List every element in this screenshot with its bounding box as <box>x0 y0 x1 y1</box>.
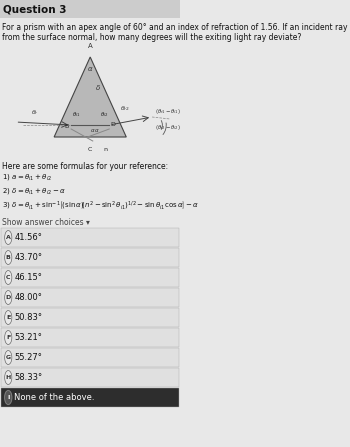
Text: None of the above.: None of the above. <box>14 393 95 402</box>
Circle shape <box>5 330 12 345</box>
Text: B: B <box>64 125 69 130</box>
Text: $\alpha$: $\alpha$ <box>94 127 100 134</box>
Text: $\theta_{r2}$: $\theta_{r2}$ <box>120 104 130 113</box>
Text: Show answer choices ▾: Show answer choices ▾ <box>2 218 90 227</box>
Bar <box>1 248 179 267</box>
Text: 50.83°: 50.83° <box>14 313 42 322</box>
Text: A: A <box>6 235 11 240</box>
Text: $\alpha$: $\alpha$ <box>87 65 93 73</box>
Circle shape <box>5 270 12 284</box>
Text: For a prism with an apex angle of 60° and an index of refraction of 1.56. If an : For a prism with an apex angle of 60° an… <box>2 23 350 32</box>
Bar <box>1 228 179 247</box>
Text: H: H <box>6 375 11 380</box>
Text: G: G <box>6 355 11 360</box>
Circle shape <box>5 391 12 405</box>
Bar <box>1 388 179 407</box>
Circle shape <box>5 231 12 245</box>
Bar <box>0 0 180 18</box>
Text: $\theta_{i2}$: $\theta_{i2}$ <box>100 110 108 119</box>
Text: Question 3: Question 3 <box>2 4 66 14</box>
Text: A: A <box>88 43 92 49</box>
Text: $\alpha$: $\alpha$ <box>90 127 96 134</box>
Polygon shape <box>54 57 126 137</box>
Text: D: D <box>111 122 116 127</box>
Text: 1) $a=\theta_{i1}+\theta_{i2}$: 1) $a=\theta_{i1}+\theta_{i2}$ <box>2 172 52 182</box>
Text: $(\theta_{r2}-\theta_{i2})$: $(\theta_{r2}-\theta_{i2})$ <box>155 122 181 131</box>
Text: $\theta_{i1}$: $\theta_{i1}$ <box>72 110 81 119</box>
Text: C: C <box>88 147 92 152</box>
Text: 46.15°: 46.15° <box>14 273 42 282</box>
Bar <box>1 328 179 347</box>
Text: from the surface normal, how many degrees will the exiting light ray deviate?: from the surface normal, how many degree… <box>2 33 301 42</box>
Text: 48.00°: 48.00° <box>14 293 42 302</box>
Text: F: F <box>6 335 10 340</box>
Bar <box>1 348 179 367</box>
Bar <box>1 268 179 287</box>
Text: 55.27°: 55.27° <box>14 353 42 362</box>
Bar <box>1 368 179 387</box>
Circle shape <box>5 311 12 325</box>
Circle shape <box>5 371 12 384</box>
Text: 58.33°: 58.33° <box>14 373 43 382</box>
Text: 2) $\delta=\theta_{i1}+\theta_{i2}-\alpha$: 2) $\delta=\theta_{i1}+\theta_{i2}-\alph… <box>2 186 66 196</box>
Text: n: n <box>104 147 108 152</box>
Circle shape <box>5 291 12 304</box>
Circle shape <box>5 350 12 364</box>
Text: E: E <box>6 315 10 320</box>
Text: B: B <box>6 255 11 260</box>
Bar <box>1 288 179 307</box>
Text: D: D <box>6 295 11 300</box>
Text: 43.70°: 43.70° <box>14 253 42 262</box>
Text: I: I <box>7 395 9 400</box>
Circle shape <box>5 250 12 265</box>
Bar <box>1 308 179 327</box>
Text: $\delta$: $\delta$ <box>95 83 101 92</box>
Text: Here are some formulas for your reference:: Here are some formulas for your referenc… <box>2 162 168 171</box>
Text: 53.21°: 53.21° <box>14 333 42 342</box>
Text: 41.56°: 41.56° <box>14 233 42 242</box>
Text: $(\theta_{r1}-\theta_{i1})$: $(\theta_{r1}-\theta_{i1})$ <box>155 107 181 117</box>
Text: $\theta_r$: $\theta_r$ <box>31 108 39 117</box>
Text: C: C <box>6 275 10 280</box>
Text: 3) $\delta=\theta_{i1}+\sin^{-1}\!\left[(\sin\alpha)\!\left(n^2-\sin^2\theta_{i1: 3) $\delta=\theta_{i1}+\sin^{-1}\!\left[… <box>2 200 199 212</box>
